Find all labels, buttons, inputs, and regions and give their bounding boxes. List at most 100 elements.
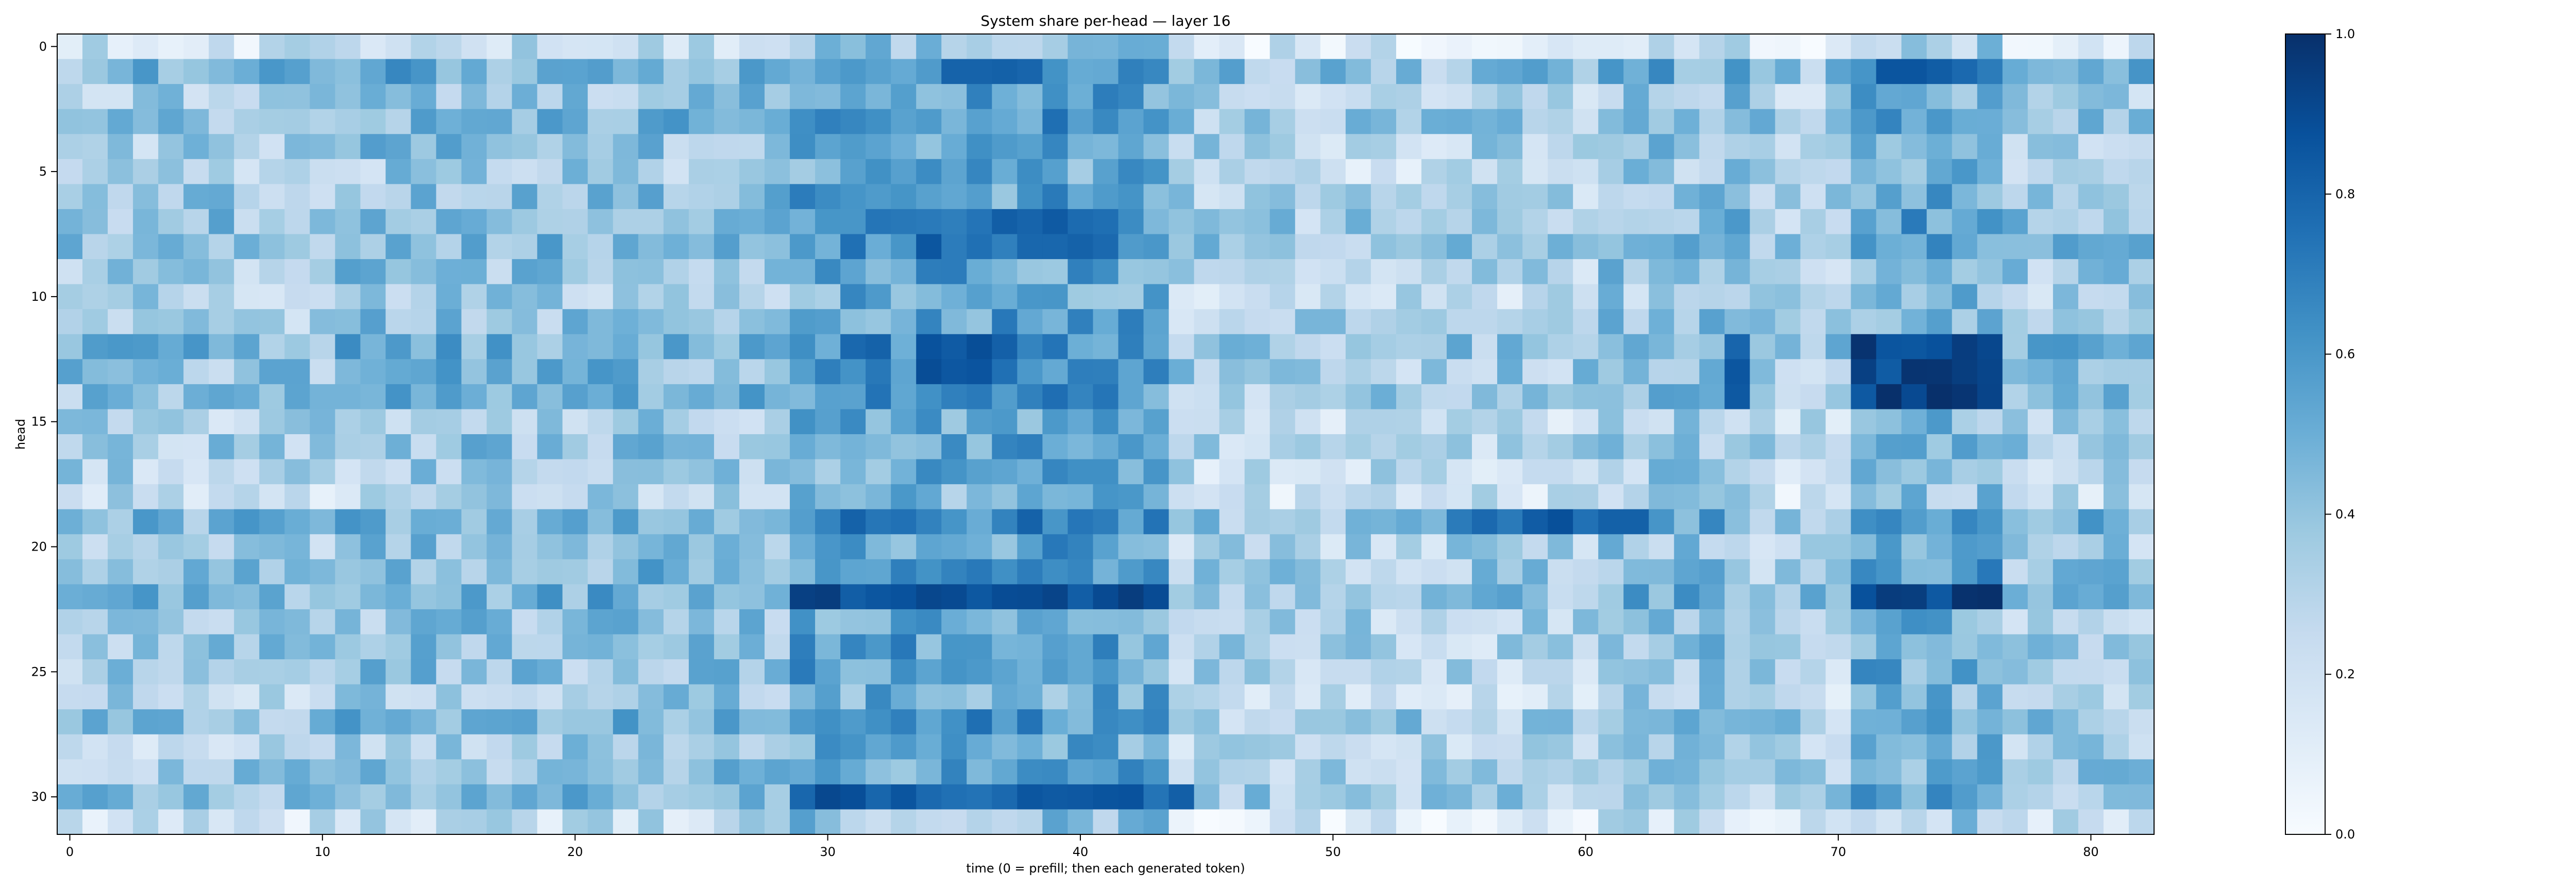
- heatmap-cell: [461, 34, 487, 60]
- heatmap-cell: [1320, 559, 1346, 585]
- heatmap-cell: [284, 734, 310, 760]
- heatmap-cell: [108, 34, 133, 60]
- heatmap-cell: [1649, 459, 1674, 485]
- heatmap-cell: [183, 84, 209, 110]
- heatmap-cell: [1118, 159, 1144, 184]
- x-tick-label: 30: [820, 845, 836, 859]
- heatmap-cell: [1851, 684, 1877, 710]
- heatmap-cell: [512, 159, 538, 184]
- heatmap-cell: [1118, 109, 1144, 134]
- heatmap-cell: [2103, 59, 2129, 84]
- heatmap-cell: [587, 784, 614, 810]
- heatmap-cell: [1017, 584, 1043, 610]
- heatmap-cell: [1522, 34, 1548, 60]
- heatmap-cell: [209, 259, 234, 285]
- heatmap-cell: [1370, 159, 1397, 184]
- heatmap-cell: [638, 434, 664, 460]
- heatmap-cell: [891, 259, 917, 285]
- heatmap-cell: [1977, 809, 2003, 835]
- heatmap-cell: [613, 384, 639, 410]
- heatmap-cell: [714, 34, 740, 60]
- heatmap-cell: [1345, 159, 1371, 184]
- heatmap-cell: [183, 409, 209, 435]
- heatmap-cell: [1724, 509, 1751, 535]
- heatmap-cell: [941, 559, 967, 585]
- heatmap-cell: [765, 759, 790, 785]
- heatmap-cell: [1143, 484, 1170, 510]
- heatmap-cell: [1775, 809, 1801, 835]
- heatmap-cell: [1724, 334, 1751, 360]
- heatmap-cell: [1093, 134, 1119, 160]
- heatmap-cell: [1269, 759, 1296, 785]
- heatmap-cell: [1093, 809, 1119, 835]
- heatmap-cell: [82, 259, 108, 285]
- heatmap-cell: [234, 784, 260, 810]
- heatmap-cell: [1901, 259, 1927, 285]
- heatmap-cell: [1093, 109, 1119, 134]
- heatmap-cell: [1649, 784, 1674, 810]
- heatmap-cell: [587, 584, 614, 610]
- heatmap-cell: [1901, 34, 1927, 60]
- heatmap-cell: [1952, 609, 1978, 635]
- heatmap-cell: [2103, 709, 2129, 735]
- heatmap-cell: [1345, 234, 1371, 260]
- heatmap-cell: [1168, 684, 1195, 710]
- heatmap-cell: [1143, 734, 1170, 760]
- heatmap-cell: [1623, 559, 1649, 585]
- heatmap-cell: [2027, 159, 2054, 184]
- heatmap-cell: [638, 809, 664, 835]
- heatmap-cell: [234, 109, 260, 134]
- heatmap-cell: [1320, 809, 1346, 835]
- heatmap-cell: [866, 434, 891, 460]
- heatmap-cell: [1649, 734, 1674, 760]
- heatmap-cell: [1623, 209, 1649, 235]
- heatmap-cell: [209, 434, 234, 460]
- heatmap-cell: [2027, 34, 2054, 60]
- heatmap-cell: [1598, 509, 1624, 535]
- heatmap-cell: [1724, 284, 1751, 310]
- heatmap-cell: [1118, 184, 1144, 210]
- heatmap-cell: [1548, 459, 1573, 485]
- heatmap-cell: [941, 684, 967, 710]
- heatmap-cell: [1699, 34, 1725, 60]
- heatmap-cell: [1977, 459, 2003, 485]
- heatmap-cell: [360, 609, 386, 635]
- heatmap-cell: [360, 34, 386, 60]
- heatmap-cell: [310, 709, 335, 735]
- heatmap-cell: [941, 384, 967, 410]
- heatmap-cell: [790, 434, 816, 460]
- heatmap-cell: [108, 259, 133, 285]
- heatmap-cell: [1623, 759, 1649, 785]
- heatmap-cell: [1649, 659, 1674, 685]
- heatmap-cell: [310, 584, 335, 610]
- heatmap-cell: [2128, 459, 2155, 485]
- heatmap-cell: [82, 734, 108, 760]
- heatmap-cell: [537, 659, 563, 685]
- heatmap-cell: [840, 309, 866, 335]
- heatmap-cell: [1396, 484, 1422, 510]
- heatmap-cell: [133, 109, 159, 134]
- heatmap-cell: [840, 584, 866, 610]
- heatmap-cell: [840, 784, 866, 810]
- heatmap-cell: [1825, 809, 1852, 835]
- heatmap-cell: [688, 809, 715, 835]
- heatmap-cell: [335, 109, 361, 134]
- heatmap-cell: [1244, 334, 1270, 360]
- heatmap-cell: [2002, 709, 2028, 735]
- heatmap-cell: [765, 484, 790, 510]
- heatmap-cell: [2128, 234, 2155, 260]
- heatmap-cell: [486, 434, 513, 460]
- heatmap-cell: [992, 109, 1018, 134]
- heatmap-cell: [360, 559, 386, 585]
- heatmap-cell: [967, 434, 992, 460]
- heatmap-cell: [1017, 684, 1043, 710]
- heatmap-cell: [1370, 509, 1397, 535]
- heatmap-cell: [2002, 409, 2028, 435]
- heatmap-cell: [537, 34, 563, 60]
- heatmap-cell: [688, 359, 715, 385]
- heatmap-cell: [1775, 459, 1801, 485]
- heatmap-cell: [537, 484, 563, 510]
- heatmap-cell: [1548, 559, 1573, 585]
- heatmap-cell: [2002, 284, 2028, 310]
- heatmap-cell: [2027, 534, 2054, 560]
